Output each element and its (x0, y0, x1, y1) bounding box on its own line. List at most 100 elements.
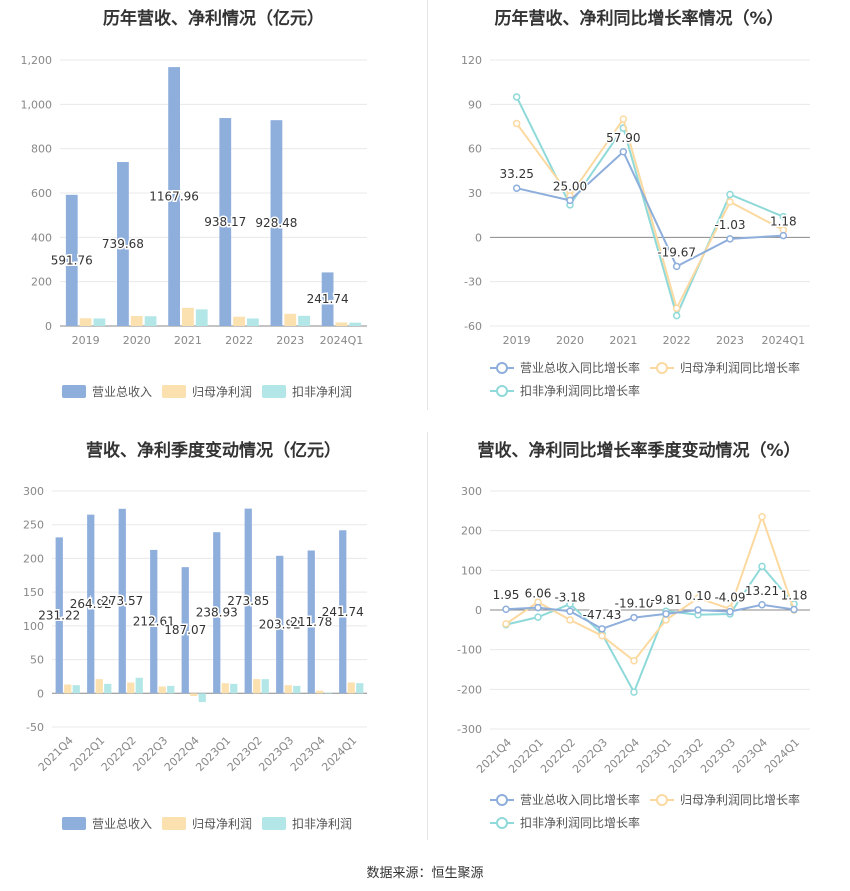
y-tick-label: 0 (475, 231, 482, 244)
legend-swatch (162, 385, 186, 398)
y-tick-label: 120 (461, 54, 482, 67)
y-tick-label: 200 (23, 552, 44, 565)
data-label: 231.22 (38, 608, 80, 622)
data-label: 33.25 (499, 167, 533, 181)
x-tick-label: 2020 (123, 334, 151, 347)
panel-divider-top (427, 0, 428, 410)
panel-divider-bottom (427, 432, 428, 840)
x-tick-label: 2022 (225, 334, 253, 347)
data-label: 739.68 (102, 237, 144, 251)
data-label: -19.10 (615, 597, 654, 611)
bar (135, 677, 143, 694)
data-label: -1.03 (714, 218, 745, 232)
legend-label: 归母净利润同比增长率 (680, 360, 800, 375)
bar (79, 318, 92, 326)
data-point (534, 603, 542, 612)
chart-quarterly-revenue-profit: 营收、净利季度变动情况（亿元） -50 0 50 100 150 200 250 300 202… (0, 432, 427, 842)
annual-bar-chart: 0 200 400 600 800 1,000 1,200 2019 2020 2021 2022 2… (21, 54, 367, 399)
data-point (726, 190, 734, 199)
data-point (619, 115, 628, 123)
bar (130, 316, 143, 326)
quarterly-bar-chart: -500501001502002503002021Q42022Q12022Q22… (23, 485, 367, 831)
data-label: 25.00 (553, 179, 587, 193)
y-tick-label: -60 (464, 320, 482, 333)
bar (65, 194, 78, 326)
x-tick-label: 2019 (503, 334, 531, 347)
legend-label: 扣非净利润 (292, 817, 352, 831)
bar (127, 682, 135, 694)
data-label: 264.92 (70, 597, 112, 611)
chart-title: 历年营收、净利同比增长率情况（%） (494, 9, 784, 29)
data-label: 203.92 (259, 618, 301, 632)
y-tick-label: 100 (23, 620, 44, 633)
bar (356, 683, 364, 694)
x-tick-label: 2021 (174, 334, 202, 347)
bar (118, 508, 126, 694)
legend-label: 营业总收入同比增长率 (520, 792, 640, 807)
data-label: -3.18 (554, 590, 585, 604)
bar (321, 272, 334, 326)
legend-label: 扣非净利润同比增长率 (520, 383, 640, 398)
data-label: -47.43 (583, 608, 622, 622)
bar (104, 683, 112, 694)
bar (64, 684, 72, 694)
chart-annual-growth-rate: 历年营收、净利同比增长率情况（%） -60 -30 0 30 60 90 120 2019 20… (428, 0, 850, 410)
bar (233, 316, 245, 326)
data-label: -19.67 (657, 245, 696, 259)
y-tick-label: 150 (23, 586, 44, 599)
bar (293, 685, 301, 694)
data-point (502, 605, 510, 613)
data-point (619, 148, 628, 156)
data-label: 57.90 (606, 131, 640, 145)
y-tick-label: 1,200 (21, 54, 53, 67)
data-point (566, 616, 574, 624)
data-point (672, 262, 681, 271)
legend-marker (496, 385, 508, 397)
legend-label: 归母净利润 (192, 385, 252, 399)
data-point (566, 607, 574, 616)
bar (284, 313, 297, 326)
data-point (512, 93, 521, 101)
data-label: 212.61 (133, 615, 175, 629)
legend-marker (496, 794, 508, 806)
data-point (662, 610, 670, 618)
data-label: 1.95 (493, 588, 520, 602)
bar (244, 508, 252, 694)
bar (298, 315, 310, 326)
annual-growth-line-chart: -60 -30 0 30 60 90 120 2019 2020 2021 2022 2023 2024… (461, 54, 810, 398)
data-point (758, 513, 766, 521)
bar (335, 322, 348, 326)
bar (230, 683, 238, 694)
data-label: -9.81 (650, 593, 681, 607)
bar (55, 537, 63, 694)
bar (270, 120, 283, 326)
y-tick-label: 90 (468, 98, 482, 111)
series-line (515, 116, 784, 312)
legend-label: 扣非净利润同比增长率 (520, 815, 640, 830)
data-point (726, 198, 734, 206)
data-label: 1.18 (781, 589, 808, 603)
y-tick-label: -200 (457, 683, 482, 696)
legend-swatch (162, 817, 186, 830)
data-label: 928.48 (255, 216, 297, 230)
legend-label: 归母净利润 (192, 817, 252, 831)
data-point (672, 304, 681, 313)
data-point (694, 606, 702, 614)
bar (213, 532, 221, 694)
bar (93, 318, 106, 326)
bar (181, 567, 189, 694)
bar (150, 549, 158, 694)
bar (253, 679, 261, 694)
chart-annual-revenue-profit: 历年营收、净利情况（亿元） 0 200 400 600 800 1,000 1,200 201… (0, 0, 427, 410)
legend-label: 营业总收入同比增长率 (520, 360, 640, 375)
bar (167, 685, 175, 694)
bar (316, 690, 324, 694)
legend-marker (496, 817, 508, 829)
bar (221, 683, 229, 694)
data-source-label: 数据来源：恒生聚源 (366, 866, 484, 881)
bar (219, 118, 232, 326)
data-label: 591.76 (51, 253, 93, 267)
data-point (726, 607, 734, 616)
y-tick-label: 250 (23, 519, 44, 532)
y-tick-label: 300 (461, 485, 482, 498)
